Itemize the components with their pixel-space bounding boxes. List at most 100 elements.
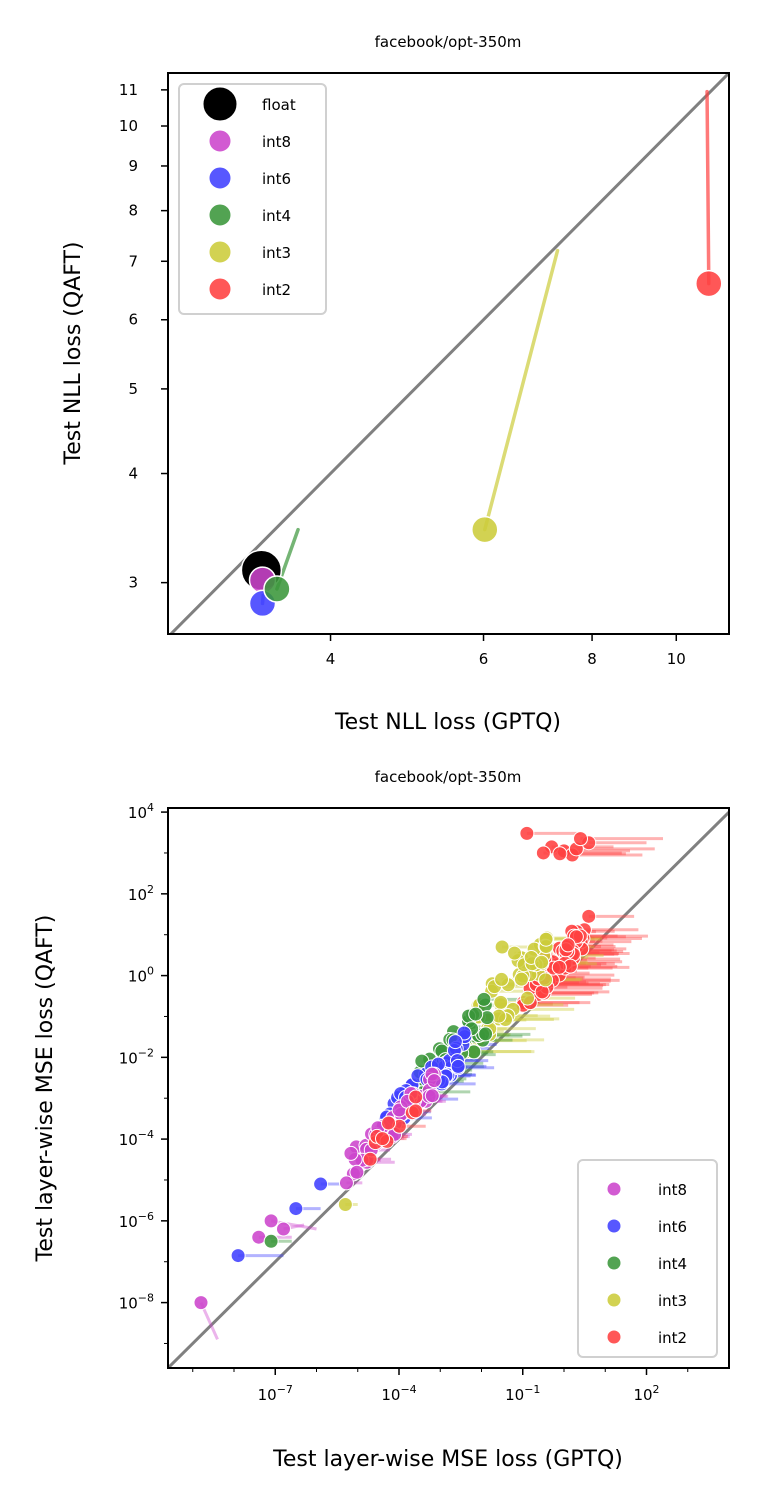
y-tick-label: 11: [119, 81, 138, 99]
chart-bottom-y-ticks: 10−8 10−6 10−4 10−2 100 102 104: [119, 801, 168, 1344]
y-tick-label: 5: [128, 380, 138, 398]
point-int6: [313, 1176, 329, 1192]
point-int4: [476, 991, 492, 1007]
point-int8: [424, 1088, 440, 1104]
legend-marker-int4: [208, 203, 232, 227]
point-int8: [193, 1295, 209, 1311]
point-int8: [349, 1164, 365, 1180]
legend-label-int2: int2: [262, 281, 291, 299]
x-tick-label: 8: [587, 650, 597, 668]
point-int3: [337, 1196, 353, 1212]
point-int3: [538, 931, 554, 947]
x-tick-label: 102: [633, 1383, 659, 1404]
chart-top-y-ticks: 3 4 5 6 7 8 9 10 11: [119, 81, 168, 592]
chart-bottom-legend: int8 int6 int4 int3 int2: [577, 1159, 718, 1358]
diagonal-line: [168, 809, 729, 1368]
legend-marker-int6: [208, 166, 232, 190]
point-int3: [471, 515, 499, 544]
y-tick-label: 104: [128, 801, 154, 822]
legend-label-int2: int2: [658, 1329, 687, 1347]
point-int3: [494, 939, 510, 955]
chart-bottom-y-axis-label: Test layer-wise MSE loss (QAFT): [33, 915, 58, 1263]
point-int2: [551, 959, 567, 975]
x-tick-label: 4: [326, 650, 336, 668]
point-int8: [338, 1175, 354, 1191]
point-int8: [263, 1213, 279, 1229]
y-tick-label: 3: [128, 574, 138, 592]
trajectory-int3: [483, 248, 560, 532]
chart-top-legend-box: [178, 83, 327, 315]
chart-bottom-x-ticks: 10−7 10−4 10−1 102: [192, 1368, 689, 1404]
y-tick-label: 10: [119, 117, 138, 135]
point-int3: [534, 954, 550, 970]
legend-marker-int8: [208, 129, 232, 153]
point-int2: [552, 846, 568, 862]
point-int2: [573, 831, 588, 847]
point-int2: [695, 269, 723, 298]
diagonal-line: [168, 73, 729, 634]
point-int3: [493, 994, 509, 1010]
chart-top-title: facebook/opt-350m: [375, 33, 522, 51]
point-int2: [362, 1151, 378, 1167]
point-int3: [538, 972, 554, 988]
point-int4: [468, 1006, 484, 1022]
legend-marker-int2: [208, 277, 232, 301]
legend-label-int8: int8: [262, 133, 291, 151]
point-int4: [478, 1026, 494, 1042]
legend-marker-int8: [606, 1181, 622, 1197]
y-tick-label: 100: [128, 965, 154, 986]
point-int8: [251, 1229, 267, 1245]
y-tick-label: 10−8: [119, 1292, 154, 1313]
x-tick-label: 10−1: [505, 1383, 540, 1404]
x-tick-label: 10−4: [381, 1383, 416, 1404]
point-int2: [381, 1115, 397, 1131]
point-int3: [507, 945, 522, 961]
trajectory-int8: [270, 1219, 317, 1231]
chart-top-frame: [167, 72, 730, 635]
point-int8: [343, 1145, 359, 1161]
legend-label-int3: int3: [658, 1292, 687, 1310]
point-int4: [263, 1233, 279, 1249]
legend-label-int4: int4: [262, 207, 291, 225]
point-int6: [230, 1248, 246, 1264]
legend-label-int6: int6: [262, 170, 291, 188]
x-tick-label: 10: [667, 650, 686, 668]
chart-top: facebook/opt-350m 4 6 8 10 3 4 5 6 7 8 9 10 11 Test…: [61, 33, 730, 735]
point-int2: [408, 1103, 424, 1119]
point-int8: [276, 1221, 291, 1237]
point-int2: [374, 1131, 390, 1147]
y-tick-label: 9: [128, 157, 138, 175]
y-tick-label: 10−4: [119, 1128, 154, 1149]
y-tick-label: 4: [128, 465, 138, 483]
y-tick-label: 8: [128, 202, 138, 220]
chart-bottom-x-axis-label: Test layer-wise MSE loss (GPTQ): [272, 1447, 623, 1472]
x-tick-label: 10−7: [258, 1383, 293, 1404]
point-int2: [408, 1089, 424, 1105]
chart-bottom-frame: [167, 807, 730, 1369]
point-int2: [560, 937, 576, 953]
legend-marker-float: [202, 86, 238, 122]
y-tick-label: 6: [128, 311, 138, 329]
legend-label-int4: int4: [658, 1255, 687, 1273]
point-int3: [513, 971, 529, 987]
point-int6: [288, 1201, 304, 1217]
chart-top-x-axis-label: Test NLL loss (GPTQ): [334, 710, 561, 735]
y-tick-label: 102: [128, 883, 154, 904]
legend-marker-int6: [606, 1218, 622, 1234]
point-int4: [263, 575, 291, 603]
y-tick-label: 10−2: [119, 1046, 154, 1067]
chart-top-y-axis-label: Test NLL loss (QAFT): [61, 241, 86, 465]
chart-top-plot-area: [168, 73, 729, 634]
legend-marker-int3: [208, 240, 232, 264]
legend-label-int8: int8: [658, 1181, 687, 1199]
point-int6: [447, 1034, 463, 1050]
point-int3: [520, 990, 536, 1006]
chart-bottom: facebook/opt-350m 10−7 10−4 10−1 102 10−8 10…: [33, 768, 730, 1472]
point-int6: [450, 1058, 466, 1074]
legend-label-float: float: [262, 96, 296, 114]
point-int3: [494, 971, 510, 987]
y-tick-label: 7: [128, 252, 138, 270]
chart-bottom-title: facebook/opt-350m: [375, 768, 522, 786]
x-tick-label: 6: [479, 650, 489, 668]
